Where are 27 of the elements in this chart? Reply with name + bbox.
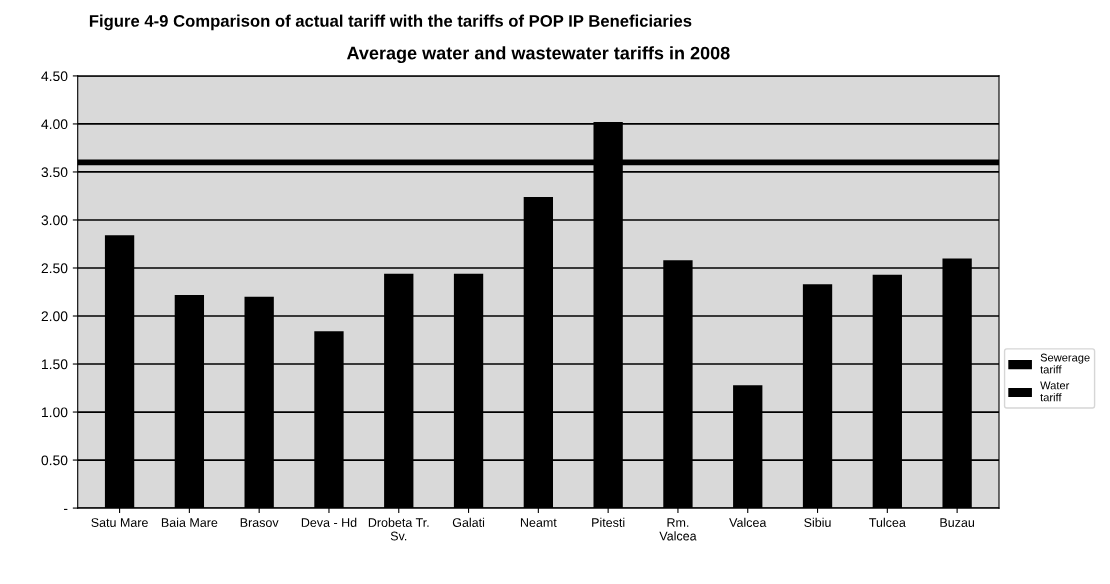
y-tick-label: 1.00 [42,407,68,418]
x-tick-label: Brasov [240,518,279,527]
x-tick-label: Neamt [520,518,557,527]
x-tick-label: Buzau [940,518,975,527]
chart-title: Average water and wastewater tariffs in 2008 [346,46,730,64]
y-tick-label: 3.50 [41,167,68,178]
x-tick-label: Pitesti [592,517,625,527]
y-tick-label: 1.50 [42,359,68,370]
legend-label: Sewerage tariff [1040,353,1090,374]
y-tick-label: 3.00 [41,215,68,226]
y-tick-label: 2.50 [41,263,68,274]
x-tick-label: Satu Mare [91,518,148,527]
x-tick-label: Galati [452,517,485,527]
x-tick-label: Rm. Valcea [659,518,697,541]
x-tick-label: Deva - Hd [301,517,357,527]
x-tick-label: Valcea [729,517,767,527]
x-tick-label: Sibiu [804,517,831,527]
y-tick-label: 4.50 [41,71,68,82]
y-tick-label: 4.00 [41,119,68,130]
y-tick-label: - [63,508,68,510]
x-tick-label: Drobeta Tr. Sv. [368,517,429,541]
x-tick-label: Tulcea [869,517,906,527]
caption: Figure 4-9 Comparison of actual tariff with the tariffs of POP IP Beneficiaries [89,14,692,31]
y-tick-label: 2.00 [41,311,68,322]
legend-label: Water tariff [1040,381,1070,402]
x-tick-label: Baia Mare [161,517,218,527]
y-tick-label: 0.50 [41,455,68,466]
